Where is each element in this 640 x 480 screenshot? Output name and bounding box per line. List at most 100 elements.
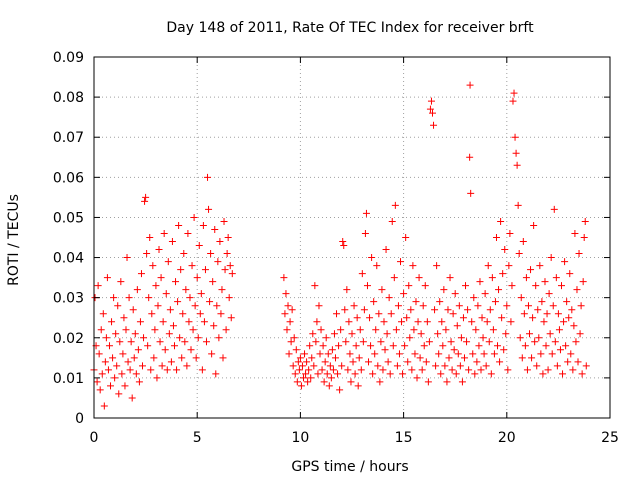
data-point [555, 326, 563, 334]
data-point [430, 121, 438, 129]
data-point [367, 342, 375, 350]
data-point [439, 342, 447, 350]
data-point [281, 310, 289, 318]
data-point [317, 326, 325, 334]
data-point [210, 322, 218, 330]
data-point [327, 374, 335, 382]
data-point [495, 286, 503, 294]
data-point [120, 314, 128, 322]
data-point [358, 270, 366, 278]
data-point [208, 350, 216, 358]
data-point [484, 262, 492, 270]
data-point [522, 274, 530, 282]
data-point [465, 366, 473, 374]
data-point [569, 366, 577, 374]
data-point [186, 294, 194, 302]
data-point [362, 209, 370, 217]
data-point [454, 350, 462, 358]
data-point [292, 346, 300, 354]
data-point [289, 362, 297, 370]
data-point [556, 346, 564, 354]
data-point [502, 330, 510, 338]
data-point [371, 350, 379, 358]
data-point [417, 330, 425, 338]
data-point [564, 358, 572, 366]
data-point [198, 366, 206, 374]
data-point [117, 278, 125, 286]
data-point [548, 350, 556, 358]
data-point [216, 238, 224, 246]
data-point [435, 350, 443, 358]
data-point [541, 278, 549, 286]
data-point [386, 370, 394, 378]
data-point [177, 266, 185, 274]
data-point [222, 326, 230, 334]
data-point [402, 234, 410, 241]
data-point [123, 254, 131, 262]
x-tick-label: 5 [193, 430, 202, 446]
data-point [108, 318, 116, 326]
data-point [544, 366, 552, 374]
data-point [477, 366, 485, 374]
data-point [442, 326, 450, 334]
data-point [124, 358, 132, 366]
data-point [284, 302, 292, 310]
data-point [339, 238, 347, 246]
data-point [287, 338, 295, 346]
data-point [542, 342, 550, 350]
data-point [201, 266, 209, 274]
data-point [139, 362, 147, 370]
data-point [497, 217, 505, 225]
data-point [562, 342, 570, 350]
data-point [305, 366, 313, 374]
data-point [384, 358, 392, 366]
data-point [471, 370, 479, 378]
data-point [466, 81, 474, 89]
data-point [342, 338, 350, 346]
data-point [366, 314, 374, 322]
data-point [405, 282, 413, 290]
data-point [322, 334, 330, 342]
data-point [94, 282, 102, 290]
data-point [125, 294, 133, 302]
data-point [223, 250, 231, 258]
data-point [329, 366, 337, 374]
data-point [127, 338, 135, 346]
data-point [314, 370, 322, 378]
data-point [378, 286, 386, 294]
data-point [557, 282, 565, 290]
data-point [207, 250, 215, 258]
data-point [451, 290, 459, 298]
data-point [326, 362, 334, 370]
data-point [116, 338, 124, 346]
data-point [204, 173, 212, 181]
data-point [209, 278, 217, 286]
data-point [313, 318, 321, 326]
data-point [143, 250, 151, 258]
data-point [165, 330, 173, 338]
data-point [192, 354, 200, 362]
data-point [164, 258, 172, 266]
data-point [553, 362, 561, 370]
data-point [145, 294, 153, 302]
data-point [527, 266, 535, 274]
data-point [568, 306, 576, 314]
data-point [577, 302, 585, 310]
data-point [570, 322, 578, 330]
data-point [131, 330, 139, 338]
data-point [227, 314, 235, 322]
data-point [176, 334, 184, 342]
data-point [351, 370, 359, 378]
data-point [478, 314, 486, 322]
data-point [571, 229, 579, 237]
data-point [325, 382, 333, 390]
data-point [220, 217, 228, 225]
data-point [115, 390, 123, 398]
data-point [297, 382, 305, 390]
data-point [491, 298, 499, 306]
data-point [215, 334, 223, 342]
data-point [282, 290, 290, 298]
data-point [452, 370, 460, 378]
data-point [226, 262, 234, 270]
data-point [506, 229, 514, 237]
